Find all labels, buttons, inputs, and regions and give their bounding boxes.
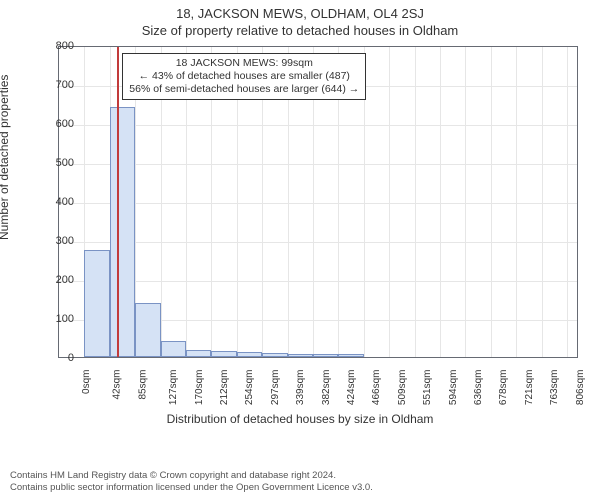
footer-line1: Contains HM Land Registry data © Crown c… [10, 470, 373, 482]
y-tick-label: 500 [44, 157, 74, 169]
y-tick-label: 600 [44, 118, 74, 130]
y-tick-label: 700 [44, 79, 74, 91]
y-tick-label: 800 [44, 40, 74, 52]
x-tick-label: 806sqm [575, 370, 586, 406]
gridline-h [59, 203, 577, 204]
gridline-h [59, 125, 577, 126]
x-tick-label: 297sqm [270, 370, 281, 406]
x-tick-label: 466sqm [371, 370, 382, 406]
x-axis-label: Distribution of detached houses by size … [0, 412, 600, 426]
histogram-bar [110, 107, 135, 357]
chart-container: Number of detached properties 18 JACKSON… [0, 40, 600, 440]
histogram-bar [313, 354, 338, 357]
page-subtitle: Size of property relative to detached ho… [0, 21, 600, 42]
annotation-line2: ← 43% of detached houses are smaller (48… [129, 70, 359, 83]
x-tick-label: 0sqm [81, 370, 92, 394]
x-tick-label: 339sqm [295, 370, 306, 406]
x-tick-label: 42sqm [112, 370, 123, 400]
annotation-box: 18 JACKSON MEWS: 99sqm ← 43% of detached… [122, 53, 366, 100]
gridline-h [59, 242, 577, 243]
x-tick-label: 382sqm [321, 370, 332, 406]
x-tick-label: 424sqm [346, 370, 357, 406]
gridline-v [567, 47, 568, 357]
gridline-v [440, 47, 441, 357]
footer-attribution: Contains HM Land Registry data © Crown c… [10, 470, 373, 494]
x-tick-label: 636sqm [473, 370, 484, 406]
gridline-v [542, 47, 543, 357]
gridline-v [491, 47, 492, 357]
x-tick-label: 254sqm [244, 370, 255, 406]
y-tick-label: 100 [44, 313, 74, 325]
plot-area: 18 JACKSON MEWS: 99sqm ← 43% of detached… [58, 46, 578, 358]
histogram-bar [135, 303, 160, 357]
gridline-h [59, 164, 577, 165]
gridline-v [389, 47, 390, 357]
x-tick-label: 678sqm [498, 370, 509, 406]
histogram-bar [161, 341, 186, 357]
annotation-line3: 56% of semi-detached houses are larger (… [129, 83, 359, 96]
gridline-v [516, 47, 517, 357]
x-tick-label: 763sqm [549, 370, 560, 406]
y-tick-label: 0 [44, 352, 74, 364]
property-marker-line [117, 47, 119, 357]
y-tick-label: 300 [44, 235, 74, 247]
gridline-v [465, 47, 466, 357]
histogram-bar [211, 351, 236, 357]
page-title-address: 18, JACKSON MEWS, OLDHAM, OL4 2SJ [0, 0, 600, 21]
y-tick-label: 400 [44, 196, 74, 208]
x-tick-label: 721sqm [524, 370, 535, 406]
x-tick-label: 127sqm [168, 370, 179, 406]
histogram-bar [288, 354, 313, 357]
footer-line2: Contains public sector information licen… [10, 482, 373, 494]
histogram-bar [262, 353, 287, 357]
histogram-bar [237, 352, 262, 357]
x-tick-label: 551sqm [422, 370, 433, 406]
x-tick-label: 85sqm [137, 370, 148, 400]
y-axis-label: Number of detached properties [0, 75, 11, 240]
histogram-bar [338, 354, 363, 357]
x-tick-label: 212sqm [219, 370, 230, 406]
y-tick-label: 200 [44, 274, 74, 286]
x-tick-label: 170sqm [194, 370, 205, 406]
histogram-bar [186, 350, 211, 357]
histogram-bar [84, 250, 109, 357]
x-tick-label: 509sqm [397, 370, 408, 406]
gridline-v [415, 47, 416, 357]
x-tick-label: 594sqm [448, 370, 459, 406]
annotation-line1: 18 JACKSON MEWS: 99sqm [129, 57, 359, 70]
gridline-h [59, 281, 577, 282]
